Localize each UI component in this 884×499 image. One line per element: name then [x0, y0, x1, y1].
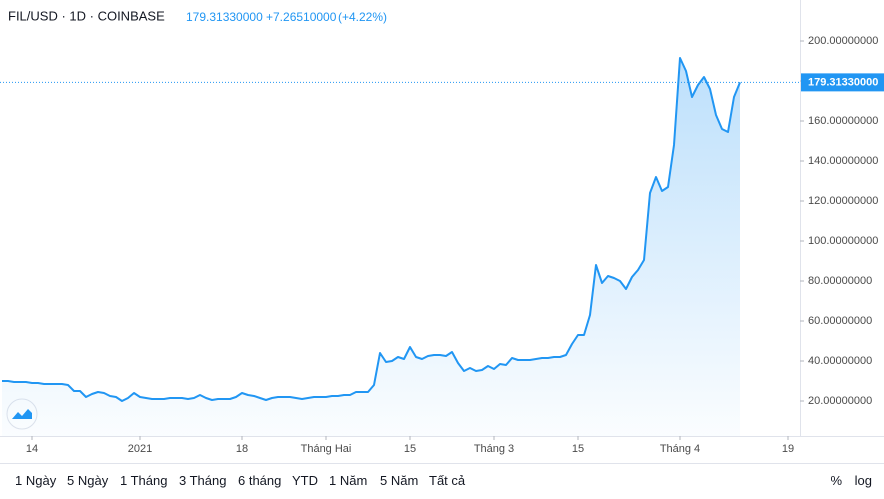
x-tick-label: 19 — [782, 443, 794, 455]
range-button[interactable]: 5 Năm — [380, 473, 419, 488]
y-tick-label: 80.00000000 — [808, 275, 872, 287]
header-price: 179.31330000 — [186, 10, 263, 24]
symbol: FIL/USD · 1D · COINBASE — [8, 8, 165, 23]
area-fill — [2, 58, 740, 436]
range-button[interactable]: 6 tháng — [238, 473, 282, 488]
range-button[interactable]: 1 Ngày — [15, 473, 57, 488]
percent-toggle[interactable]: % — [830, 473, 842, 488]
x-tick-label: Tháng Hai — [301, 443, 352, 455]
y-tick-label: 120.00000000 — [808, 195, 878, 207]
y-tick-label: 160.00000000 — [808, 115, 878, 127]
x-tick-label: 15 — [572, 443, 584, 455]
y-tick-label: 40.00000000 — [808, 355, 872, 367]
header-change: +7.26510000 — [266, 10, 337, 24]
header-change-pct: (+4.22%) — [338, 10, 387, 24]
price-line — [2, 57, 741, 402]
range-button[interactable]: YTD — [292, 473, 318, 488]
toolbar: 1 Ngày 5 Ngày 1 Tháng 3 Tháng 6 tháng YTD 1 Nă… — [0, 463, 884, 499]
y-tick-label: 140.00000000 — [808, 155, 878, 167]
y-tick-label: 200.00000000 — [808, 35, 878, 47]
last-price-badge — [801, 73, 884, 92]
y-tick-label: 100.00000000 — [808, 235, 878, 247]
last-price-label: 179.31330000 — [808, 76, 878, 88]
range-button[interactable]: 1 Năm — [329, 473, 368, 488]
log-toggle[interactable]: log — [854, 473, 872, 488]
chart: FIL/USD · 1D · COINBASE 179.31330000 +7.… — [0, 0, 884, 455]
x-tick-label: Tháng 4 — [660, 443, 700, 455]
x-tick-label: 18 — [236, 443, 248, 455]
x-tick-label: 14 — [26, 443, 38, 455]
range-button[interactable]: Tất cả — [429, 473, 466, 488]
x-tick-label: Tháng 3 — [474, 443, 514, 455]
range-button[interactable]: 1 Tháng — [120, 473, 168, 488]
range-button[interactable]: 5 Ngày — [67, 473, 109, 488]
y-tick-label: 20.00000000 — [808, 395, 872, 407]
x-tick-label: 2021 — [128, 443, 152, 455]
x-tick-label: 15 — [404, 443, 416, 455]
y-tick-label: 60.00000000 — [808, 315, 872, 327]
range-button[interactable]: 3 Tháng — [179, 473, 227, 488]
